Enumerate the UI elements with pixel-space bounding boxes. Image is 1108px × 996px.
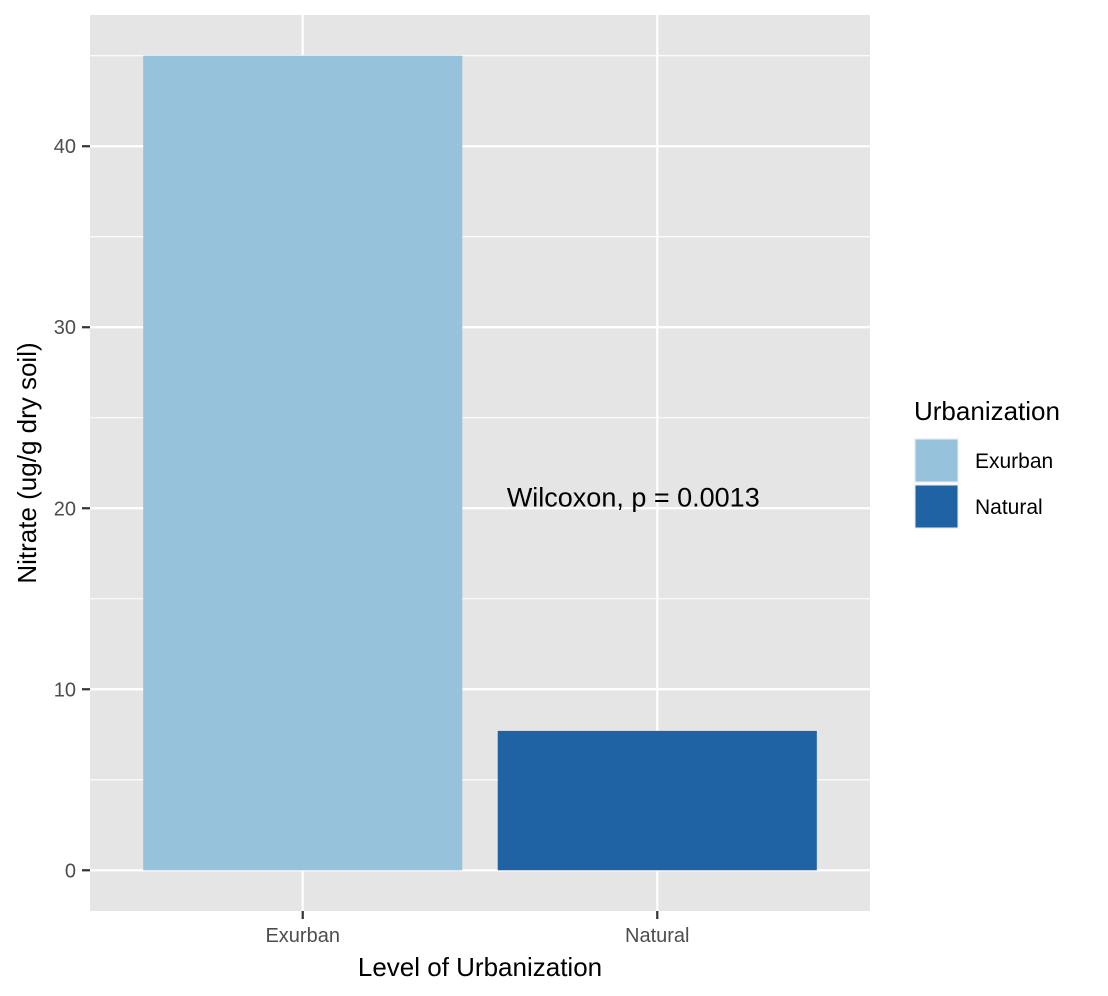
x-axis-title: Level of Urbanization xyxy=(358,952,602,982)
y-tick-label: 40 xyxy=(54,136,76,158)
legend-title: Urbanization xyxy=(914,396,1060,426)
x-axis: Exurban Natural xyxy=(265,911,690,947)
y-tick-label: 30 xyxy=(54,317,76,339)
bar-exurban xyxy=(143,55,463,871)
x-tick-label: Exurban xyxy=(265,925,340,947)
y-tick-label: 10 xyxy=(54,679,76,701)
legend-label: Exurban xyxy=(975,450,1053,473)
legend: Urbanization Exurban Natural xyxy=(914,396,1060,529)
y-axis: 0 10 20 30 40 xyxy=(54,136,90,882)
legend-swatch-exurban xyxy=(915,439,958,482)
y-tick-label: 20 xyxy=(54,498,76,520)
legend-swatch-natural xyxy=(915,485,958,528)
x-tick-label: Natural xyxy=(625,925,689,947)
wilcoxon-annotation: Wilcoxon, p = 0.0013 xyxy=(507,482,760,512)
bars xyxy=(143,55,817,871)
y-axis-title: Nitrate (ug/g dry soil) xyxy=(12,342,42,583)
y-tick-label: 0 xyxy=(65,860,76,882)
legend-label: Natural xyxy=(975,496,1043,519)
bar-natural xyxy=(497,730,817,871)
